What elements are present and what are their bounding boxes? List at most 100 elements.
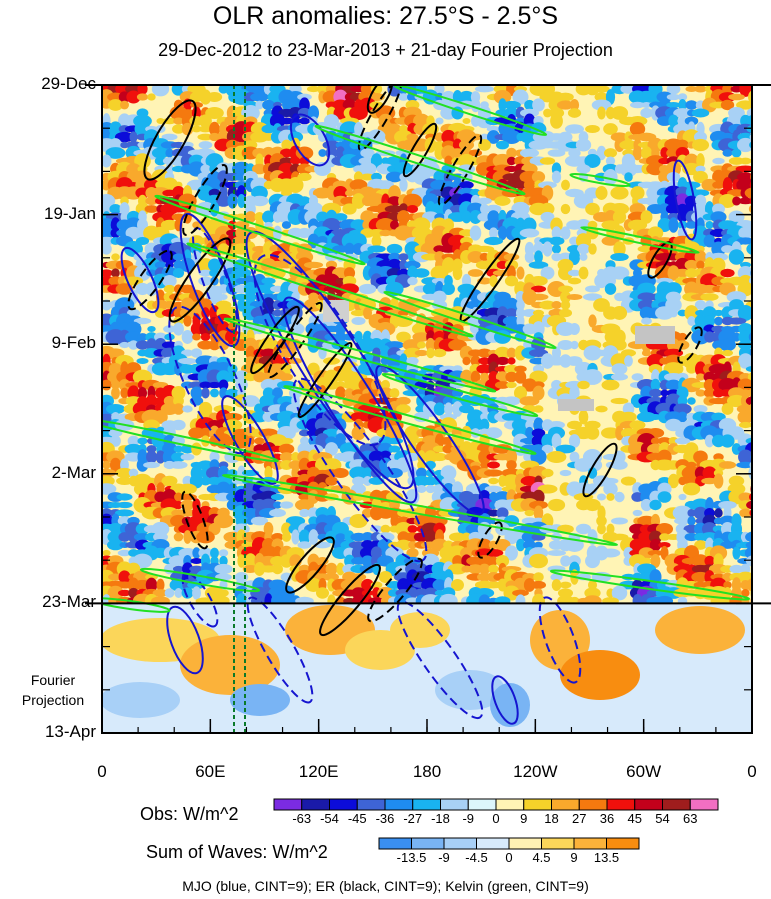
obs-cell <box>192 547 201 559</box>
obs-cell <box>154 156 167 166</box>
obs-cell <box>588 314 597 328</box>
obs-cell <box>344 242 355 256</box>
obs-cell <box>145 196 158 206</box>
obs-cell <box>146 477 157 485</box>
obs-cell <box>178 509 197 517</box>
obs-cell <box>404 260 421 270</box>
obs-cell <box>525 426 534 440</box>
projection-blob <box>560 650 640 700</box>
obs-cell <box>575 523 592 535</box>
obs-cell <box>367 245 386 253</box>
obs-cell <box>721 403 734 415</box>
obs-cell <box>332 467 349 479</box>
obs-cell <box>546 451 567 463</box>
projection-blob <box>530 610 590 670</box>
obs-cell <box>741 588 750 598</box>
obs-cell <box>218 284 229 294</box>
obs-cell <box>485 204 502 214</box>
wave-contour <box>186 242 474 338</box>
obs-cell <box>307 105 320 121</box>
obs-colorbar-tick-label: -45 <box>347 811 367 826</box>
obs-cell <box>295 596 314 604</box>
obs-cell <box>537 484 558 494</box>
obs-cell <box>601 427 620 439</box>
obs-cell <box>718 515 737 527</box>
obs-cell <box>325 476 338 486</box>
obs-cell <box>181 330 194 344</box>
wave-contour <box>381 372 539 418</box>
obs-cell <box>519 148 540 158</box>
obs-cell <box>533 405 544 413</box>
waves-colorbar-swatch <box>476 837 510 850</box>
obs-cell <box>279 554 294 568</box>
x-tick-label: 0 <box>97 762 107 781</box>
obs-cell <box>748 204 752 214</box>
obs-cell <box>137 85 148 95</box>
obs-cell <box>529 500 548 510</box>
obs-cell <box>530 285 547 293</box>
wave-contour <box>477 521 503 559</box>
obs-colorbar-tick-label: 0 <box>492 811 500 826</box>
obs-cell <box>342 275 357 287</box>
obs-cell <box>478 594 491 604</box>
obs-cell <box>127 435 140 447</box>
obs-cell <box>736 461 752 469</box>
obs-cell <box>745 365 752 373</box>
wave-contour <box>168 305 252 455</box>
obs-cell <box>516 314 525 328</box>
obs-cell <box>199 114 212 128</box>
obs-cell <box>516 266 525 280</box>
obs-cell <box>570 340 579 350</box>
obs-cell <box>273 225 282 241</box>
obs-cell <box>107 530 124 544</box>
obs-cell <box>154 337 167 353</box>
obs-cell <box>179 284 196 294</box>
obs-cell <box>250 92 269 102</box>
obs-cell <box>560 300 571 310</box>
obs-cell <box>504 275 519 287</box>
obs-cell <box>629 122 646 136</box>
obs-cell <box>495 356 510 366</box>
obs-cell <box>496 140 509 150</box>
obs-cell <box>666 85 681 95</box>
obs-cell <box>298 196 311 206</box>
obs-cell <box>505 308 518 318</box>
obs-cell <box>494 381 511 389</box>
obs-cell <box>551 578 562 592</box>
obs-cell <box>344 530 355 544</box>
obs-cell <box>399 259 408 271</box>
obs-cell <box>720 541 735 549</box>
obs-cell <box>242 489 259 505</box>
obs-cell <box>277 395 296 407</box>
obs-cell <box>190 386 203 400</box>
obs-cell <box>351 193 366 209</box>
obs-colorbar-swatch <box>662 798 691 811</box>
obs-cell <box>691 108 710 118</box>
obs-cell <box>295 146 314 160</box>
obs-cell <box>173 117 184 125</box>
obs-cell <box>227 364 238 374</box>
obs-cell <box>637 515 656 527</box>
obs-cell <box>687 516 696 526</box>
obs-cell <box>440 465 457 481</box>
obs-colorbar-swatch <box>329 798 358 811</box>
obs-cell <box>384 341 405 349</box>
obs-cell <box>171 452 186 462</box>
wave-contour <box>672 159 698 241</box>
obs-cell <box>487 461 500 469</box>
obs-colorbar-swatch <box>467 798 497 811</box>
obs-cell <box>569 99 580 111</box>
obs-cell <box>610 397 629 405</box>
obs-cell <box>720 268 735 278</box>
obs-colorbar-swatch <box>412 798 441 811</box>
obs-cell <box>272 563 283 575</box>
obs-cell <box>624 355 633 367</box>
missing-data-patch <box>558 399 594 411</box>
obs-cell <box>467 251 484 263</box>
obs-cell <box>519 396 540 406</box>
waves-colorbar-swatch <box>541 837 575 850</box>
obs-cell <box>567 269 582 277</box>
obs-cell <box>342 571 357 583</box>
wave-contour <box>437 134 483 206</box>
obs-cell <box>369 337 384 353</box>
